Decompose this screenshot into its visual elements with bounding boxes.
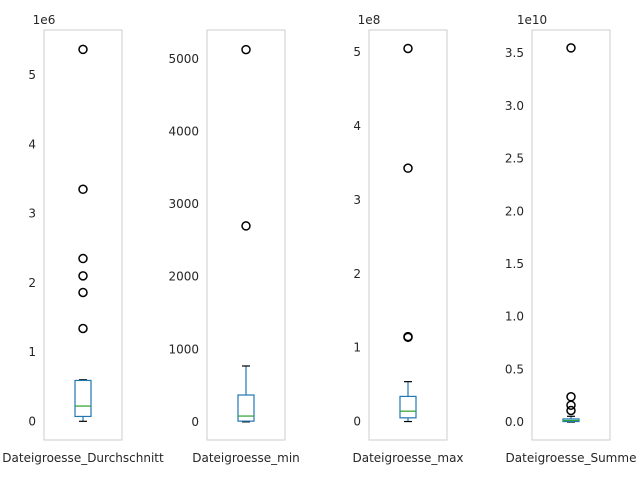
boxplot — [399, 43, 417, 423]
axes-frame — [531, 29, 611, 441]
iqr-box — [399, 395, 417, 419]
iqr-box — [74, 379, 92, 418]
subplot-summe: 1e10 Dateigroesse_Summe 0.0 0.5 1.0 1.5 2.0 2… — [505, 13, 637, 465]
y-ticks: 0 1 2 3 4 5 — [28, 68, 36, 428]
y-tick-label: 0.0 — [505, 415, 524, 429]
y-tick-label: 0.5 — [505, 362, 524, 376]
subplot-durchschnitt: 1e6 Dateigroesse_Durchschnitt 0 1 2 3 4 5 — [2, 13, 164, 465]
y-tick-label: 2.0 — [505, 204, 524, 218]
boxplot — [74, 44, 92, 422]
y-tick-label: 3.0 — [505, 99, 524, 113]
outlier-point — [566, 400, 576, 410]
y-ticks: 0 1000 2000 3000 4000 5000 — [168, 52, 199, 429]
axes-frame — [43, 29, 123, 441]
y-tick-label: 3 — [353, 193, 361, 207]
offset-multiplier-label: 1e10 — [517, 13, 547, 27]
y-tick-label: 3 — [28, 207, 36, 221]
axes-frame — [368, 29, 448, 441]
outlier-point — [403, 163, 413, 173]
outlier-point — [403, 43, 413, 54]
x-axis-label: Dateigroesse_min — [192, 451, 300, 465]
y-tick-label: 1 — [28, 345, 36, 359]
y-tick-label: 3.5 — [505, 46, 524, 60]
offset-multiplier-label: 1e8 — [358, 13, 381, 27]
outlier-point — [78, 323, 88, 334]
x-axis-label: Dateigroesse_max — [352, 451, 463, 465]
y-tick-label: 5 — [353, 45, 361, 59]
outlier-point — [241, 44, 251, 55]
y-tick-label: 0 — [191, 415, 199, 429]
y-tick-label: 1 — [353, 341, 361, 355]
outlier-point — [78, 184, 88, 195]
y-ticks: 0.0 0.5 1.0 1.5 2.0 2.5 3.0 3.5 — [505, 46, 524, 429]
axes-frame — [206, 29, 286, 441]
x-axis-label: Dateigroesse_Durchschnitt — [2, 451, 164, 465]
y-tick-label: 2.5 — [505, 152, 524, 166]
y-tick-label: 5000 — [168, 52, 199, 66]
y-tick-label: 3000 — [168, 197, 199, 211]
outlier-point — [78, 287, 88, 298]
y-tick-label: 2 — [353, 267, 361, 281]
y-tick-label: 4000 — [168, 125, 199, 139]
subplot-max: 1e8 Dateigroesse_max 0 1 2 3 4 5 — [352, 13, 463, 465]
y-tick-label: 4 — [353, 119, 361, 133]
y-tick-label: 0 — [353, 415, 361, 429]
y-tick-label: 2000 — [168, 270, 199, 284]
y-tick-label: 1.5 — [505, 257, 524, 271]
outlier-point — [78, 271, 88, 281]
y-tick-label: 4 — [28, 137, 36, 151]
outlier-point — [241, 221, 251, 231]
outlier-point — [403, 332, 413, 343]
x-axis-label: Dateigroesse_Summe — [506, 451, 637, 465]
offset-multiplier-label: 1e6 — [33, 13, 56, 27]
y-tick-label: 0 — [28, 414, 36, 428]
iqr-box — [237, 394, 255, 422]
outlier-point — [78, 253, 88, 264]
y-tick-label: 1000 — [168, 342, 199, 356]
y-ticks: 0 1 2 3 4 5 — [353, 45, 361, 428]
outlier-point — [566, 405, 576, 416]
outlier-point — [78, 44, 88, 55]
boxplot — [562, 43, 580, 423]
y-tick-label: 2 — [28, 276, 36, 290]
y-tick-label: 5 — [28, 68, 36, 82]
y-tick-label: 1.0 — [505, 310, 524, 324]
outlier-point — [566, 43, 576, 53]
boxplot — [237, 44, 255, 423]
subplot-min: Dateigroesse_min 0 1000 2000 3000 4000 5000 — [168, 29, 300, 465]
